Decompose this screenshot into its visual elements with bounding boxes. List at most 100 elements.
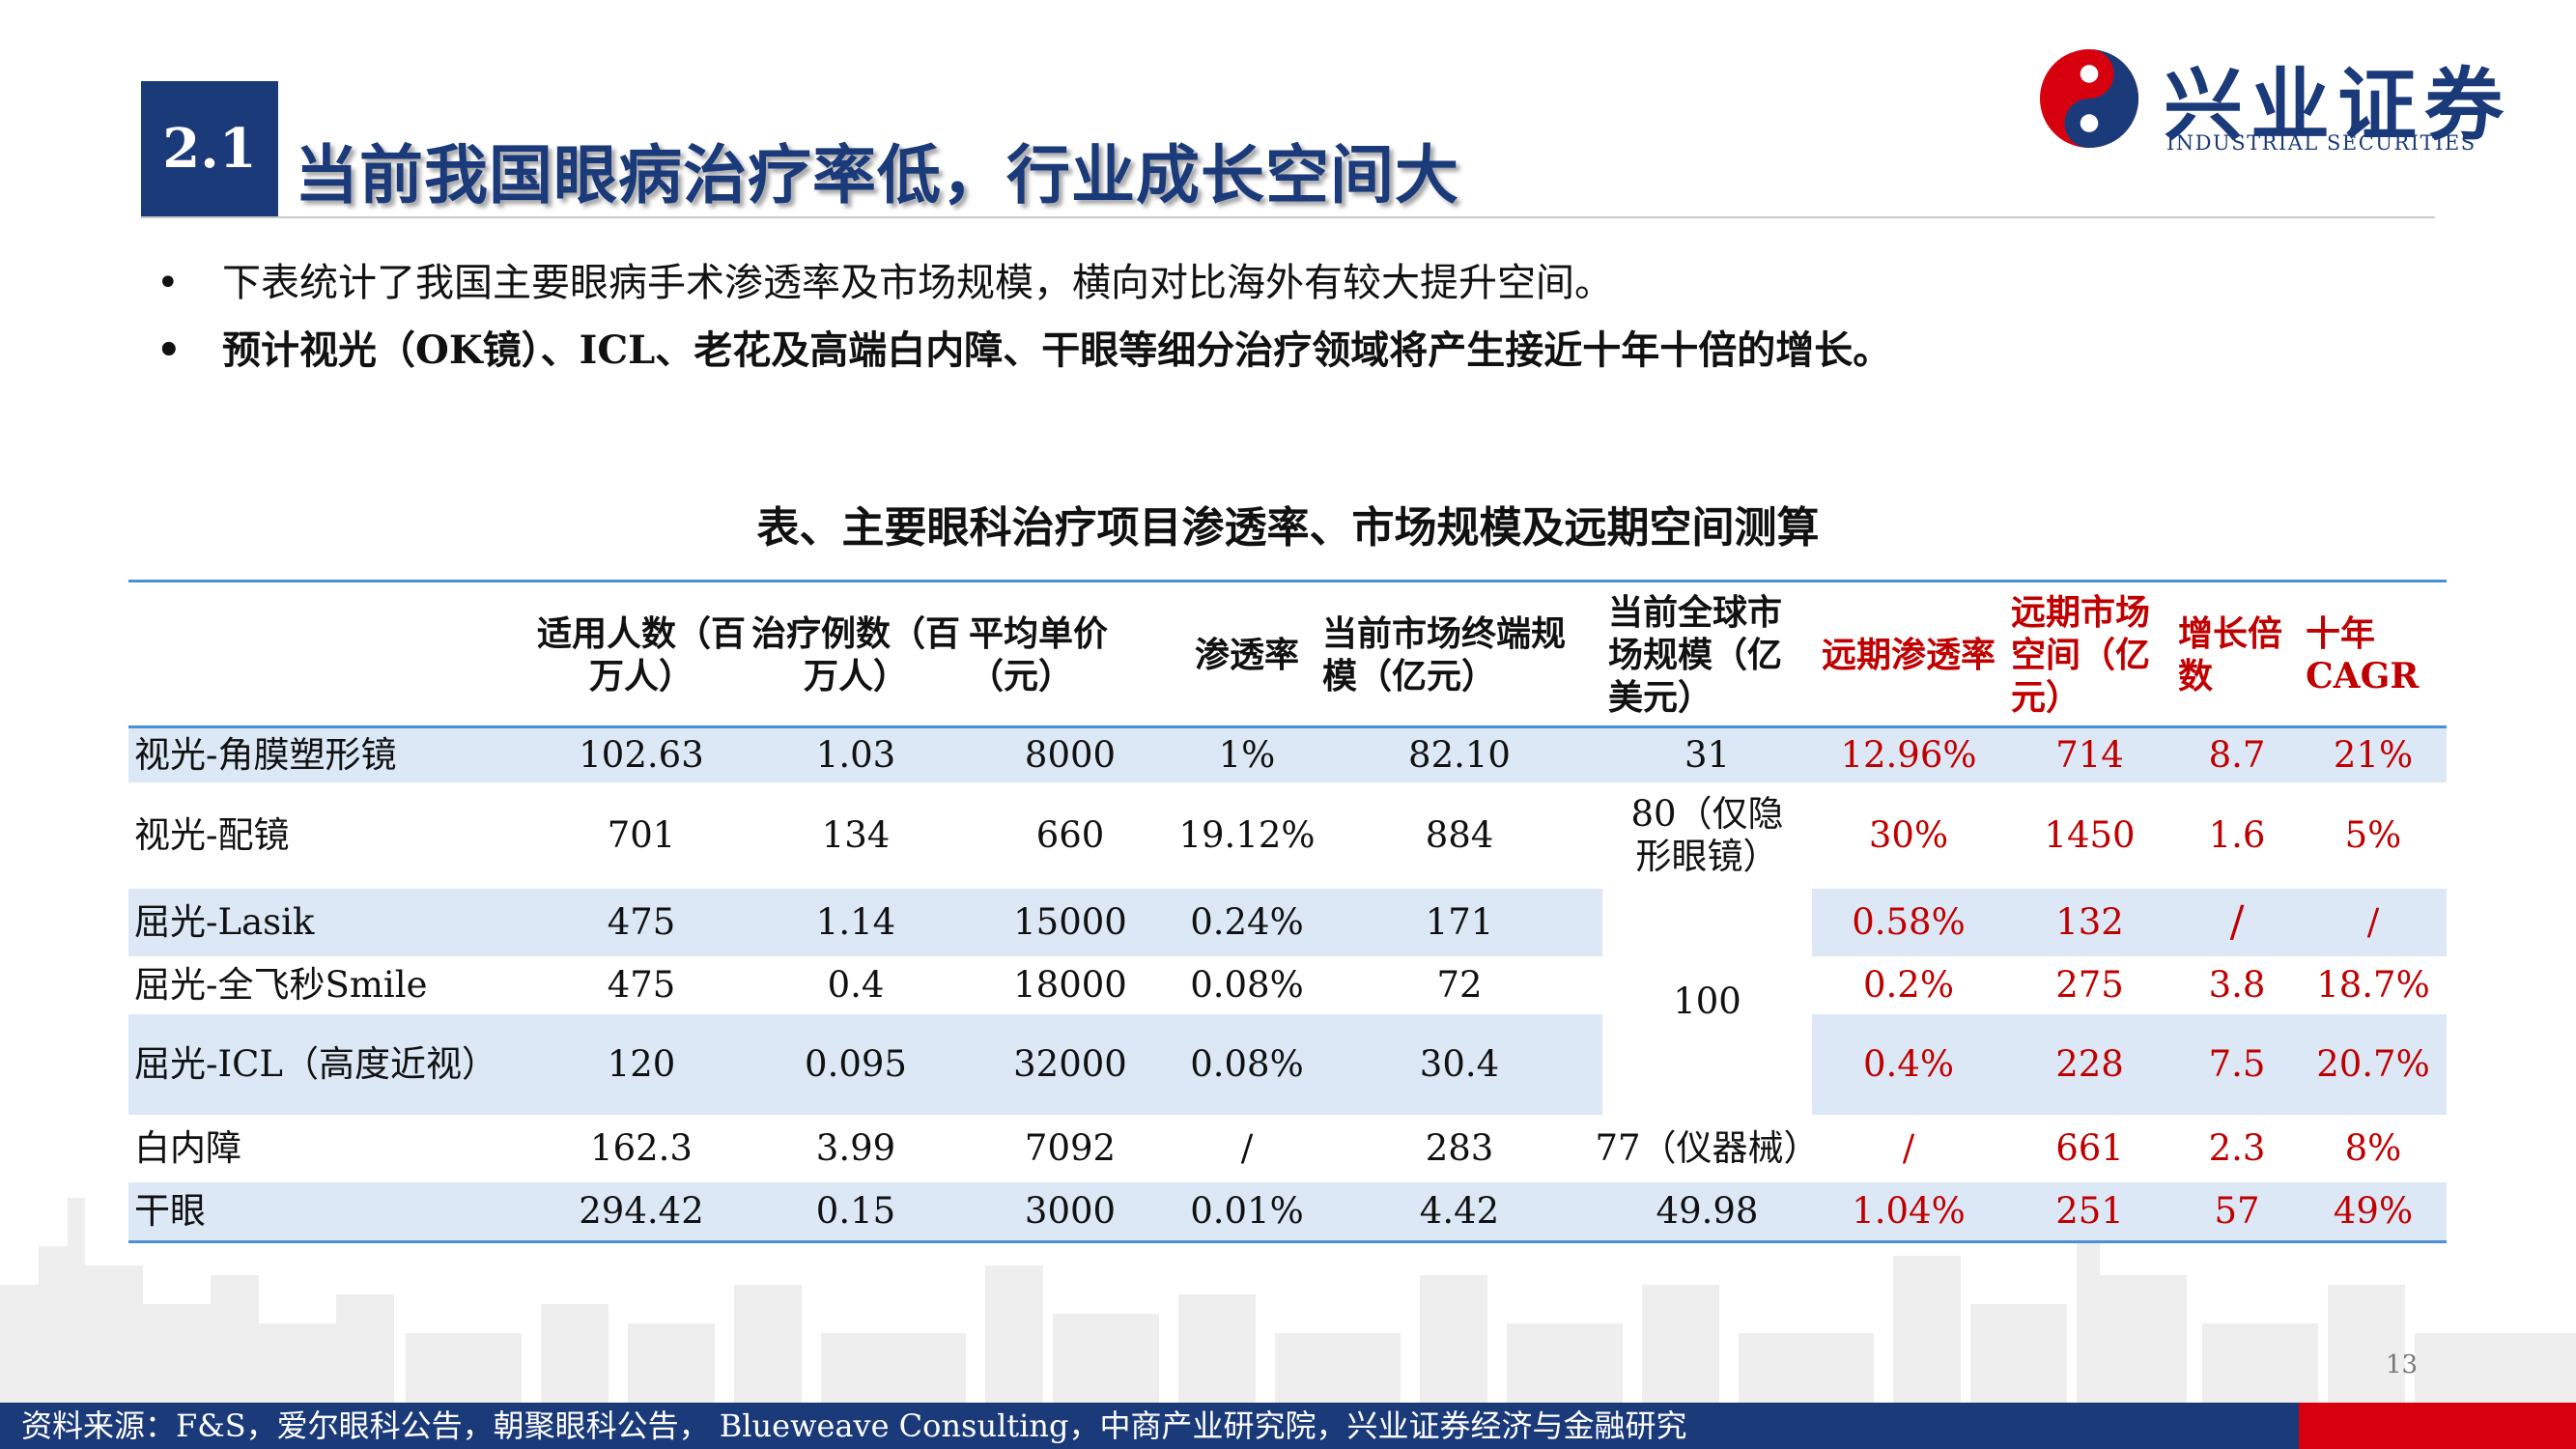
cell-multiple: 2.3 xyxy=(2208,1127,2266,1169)
row-name: 屈光-ICL（高度近视） xyxy=(134,1043,497,1085)
header-cell-price: 平均单价（元） xyxy=(969,613,1109,696)
cell-market: 72 xyxy=(1436,964,1483,1006)
header-cell-market: 当前市场终端规模（亿元） xyxy=(1322,613,1567,696)
cell-cagr: / xyxy=(2366,901,2380,943)
cell-price: 3000 xyxy=(1024,1190,1117,1232)
row-name: 屈光-Lasik xyxy=(134,901,315,943)
cell-multiple: 57 xyxy=(2214,1190,2260,1232)
cell-cases: 0.15 xyxy=(815,1190,896,1232)
header-cell-population: 适用人数（百万人） xyxy=(536,613,746,696)
cell-cagr: 8% xyxy=(2344,1127,2402,1169)
cell-future-penetration: / xyxy=(1902,1127,1915,1169)
cell-future-penetration: 0.4% xyxy=(1863,1043,1954,1085)
cell-global-merged: 100 xyxy=(1673,980,1741,1022)
merged-cell-bg xyxy=(1602,889,1812,1115)
table-row-band xyxy=(128,1182,2447,1240)
cell-cases: 1.14 xyxy=(815,901,896,943)
cell-price: 18000 xyxy=(1013,964,1127,1006)
cell-global: 77（仪器械） xyxy=(1595,1127,1820,1169)
cell-multiple: 3.8 xyxy=(2208,964,2266,1006)
bullet-dot-icon: • xyxy=(156,327,182,373)
cell-cagr: 18.7% xyxy=(2316,964,2430,1006)
cell-cagr: 20.7% xyxy=(2316,1043,2430,1085)
cell-cagr: 5% xyxy=(2344,814,2402,856)
cell-price: 32000 xyxy=(1013,1043,1127,1085)
header-cell-name xyxy=(128,585,515,724)
table-top-rule xyxy=(128,580,2447,582)
cell-future-penetration: 12.96% xyxy=(1840,733,1977,776)
cell-penetration: 19.12% xyxy=(1178,814,1316,856)
cell-future-penetration: 0.58% xyxy=(1852,901,1966,943)
cell-cases: 3.99 xyxy=(815,1127,896,1169)
cell-future-market: 275 xyxy=(2055,964,2124,1006)
cell-cases: 0.4 xyxy=(827,964,885,1006)
footer-bar xyxy=(0,1403,2576,1449)
cell-future-penetration: 0.2% xyxy=(1863,964,1954,1006)
cell-price: 15000 xyxy=(1013,901,1127,943)
cell-future-penetration: 1.04% xyxy=(1852,1190,1966,1232)
row-name: 视光-角膜塑形镜 xyxy=(134,733,397,776)
cell-cases: 1.03 xyxy=(815,733,896,776)
cell-global: 31 xyxy=(1684,733,1731,776)
footer-accent xyxy=(2299,1403,2576,1449)
page-number: 13 xyxy=(2386,1350,2419,1379)
bullet-item: • 下表统计了我国主要眼病手术渗透率及市场规模，横向对比海外有较大提升空间。 xyxy=(156,249,1891,317)
cell-penetration: 0.01% xyxy=(1190,1190,1304,1232)
cell-future-market: 1450 xyxy=(2044,814,2136,856)
cell-price: 8000 xyxy=(1024,733,1117,776)
cell-market: 283 xyxy=(1425,1127,1494,1169)
cell-penetration: 0.08% xyxy=(1190,964,1304,1006)
cell-price: 7092 xyxy=(1024,1127,1117,1169)
cell-penetration: / xyxy=(1240,1127,1254,1169)
cell-population: 475 xyxy=(607,901,676,943)
cell-cases: 134 xyxy=(821,814,891,856)
cell-price: 660 xyxy=(1035,814,1105,856)
bullet-item: • 预计视光（OK镜）、ICL、老花及高端白内障、干眼等细分治疗领域将产生接近十年… xyxy=(156,317,1891,384)
cell-penetration: 1% xyxy=(1218,733,1276,776)
cell-multiple: 8.7 xyxy=(2208,733,2266,776)
header-cell-cagr: 十年CAGR xyxy=(2306,613,2420,696)
row-name: 干眼 xyxy=(134,1190,206,1232)
cell-future-market: 251 xyxy=(2055,1190,2124,1232)
cell-multiple: 1.6 xyxy=(2208,814,2266,856)
table-bottom-rule xyxy=(128,1240,2447,1243)
row-bg-white xyxy=(1812,956,2447,1014)
cell-multiple: 7.5 xyxy=(2208,1043,2266,1085)
cell-future-market: 714 xyxy=(2055,733,2124,776)
cell-population: 162.3 xyxy=(590,1127,693,1169)
company-logo: 兴业证券 INDUSTRIAL SECURITIES xyxy=(2033,43,2535,158)
source-note: 资料来源：F&S，爱尔眼科公告，朝聚眼科公告， Blueweave Consul… xyxy=(21,1407,1687,1444)
table-row-band xyxy=(128,889,2447,956)
table-row-band xyxy=(128,727,2447,782)
header-cell-future-penetration: 远期渗透率 xyxy=(1821,635,1996,675)
page-title: 当前我国眼病治疗率低，行业成长空间大 xyxy=(295,138,1459,213)
header-cell-global: 当前全球市场规模（亿美元） xyxy=(1608,592,1783,718)
cell-population: 475 xyxy=(607,964,676,1006)
logo-swirl-icon xyxy=(2039,48,2139,149)
cell-population: 294.42 xyxy=(579,1190,704,1232)
bullet-list: • 下表统计了我国主要眼病手术渗透率及市场规模，横向对比海外有较大提升空间。 • 预… xyxy=(156,249,1891,384)
cell-market: 884 xyxy=(1425,814,1494,856)
row-name: 屈光-全飞秒Smile xyxy=(134,964,428,1006)
cell-global: 80（仅隐形眼镜） xyxy=(1630,793,1784,877)
cell-population: 701 xyxy=(607,814,676,856)
cell-cagr: 49% xyxy=(2333,1190,2414,1232)
cell-population: 102.63 xyxy=(579,733,704,776)
cell-global: 49.98 xyxy=(1656,1190,1759,1232)
bullet-dot-icon: • xyxy=(156,261,180,305)
table-title: 表、主要眼科治疗项目渗透率、市场规模及远期空间测算 xyxy=(756,503,1820,553)
cell-cagr: 21% xyxy=(2333,733,2414,776)
cell-market: 4.42 xyxy=(1419,1190,1500,1232)
cell-market: 171 xyxy=(1425,901,1494,943)
header-cell-future-market: 远期市场空间（亿元） xyxy=(2011,592,2151,718)
logo-english-name: INDUSTRIAL SECURITIES xyxy=(2166,131,2477,155)
row-name: 视光-配镜 xyxy=(134,814,290,856)
cell-future-market: 132 xyxy=(2055,901,2124,943)
cell-population: 120 xyxy=(607,1043,676,1085)
cell-market: 82.10 xyxy=(1408,733,1511,776)
skyline-background xyxy=(0,1198,2576,1410)
bullet-text: 下表统计了我国主要眼病手术渗透率及市场规模，横向对比海外有较大提升空间。 xyxy=(222,261,1613,305)
header-cell-cases: 治疗例数（百万人） xyxy=(750,613,960,696)
logo-chinese-name: 兴业证券 xyxy=(2164,60,2512,152)
table-row-band xyxy=(128,1014,2447,1115)
